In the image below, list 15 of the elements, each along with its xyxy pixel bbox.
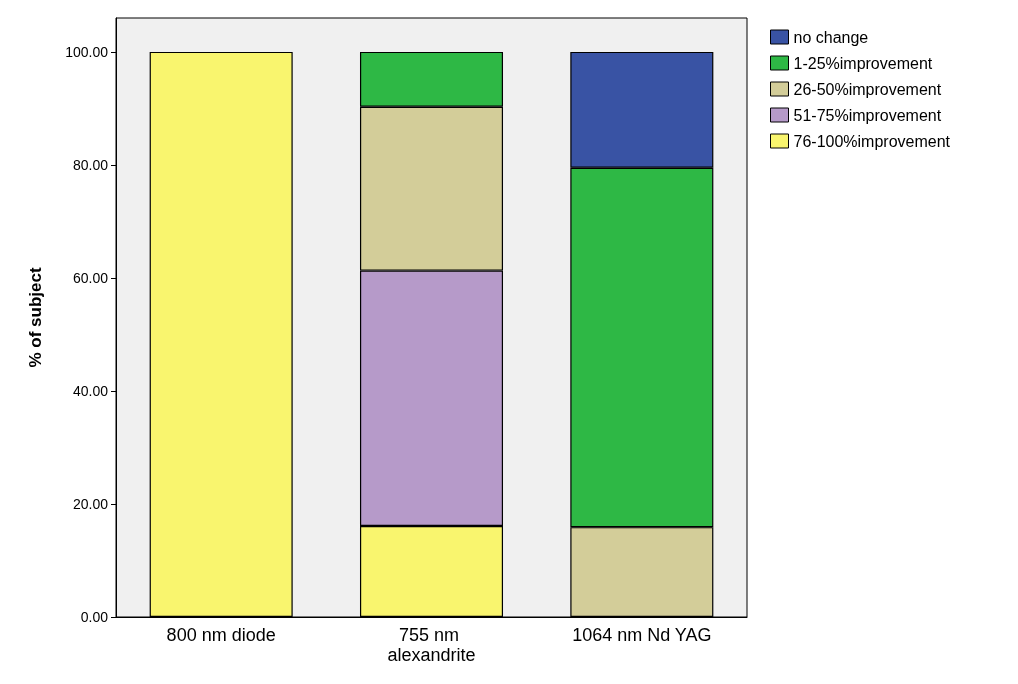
x-tick-label: 800 nm diode — [166, 625, 276, 645]
y-tick-label: 100.00 — [65, 43, 109, 60]
x-tick-label: 1064 nm Nd YAG — [572, 625, 712, 645]
y-tick-label: 80.00 — [72, 156, 109, 173]
x-tick-label: 755 nm alexandrite — [387, 625, 476, 665]
y-tick-label: 0.00 — [80, 609, 109, 625]
y-tick-label: 60.00 — [72, 269, 109, 286]
y-tick-label: 20.00 — [72, 495, 109, 512]
y-axis-title: % of subject — [26, 267, 45, 368]
legend-label: 26-50%improvement — [793, 80, 942, 98]
legend-label: 51-75%improvement — [793, 106, 942, 124]
y-tick-label: 40.00 — [72, 382, 109, 399]
legend-label: 76-100%improvement — [793, 132, 951, 150]
legend-label: 1-25%improvement — [793, 54, 933, 72]
legend-label: no change — [793, 28, 869, 46]
